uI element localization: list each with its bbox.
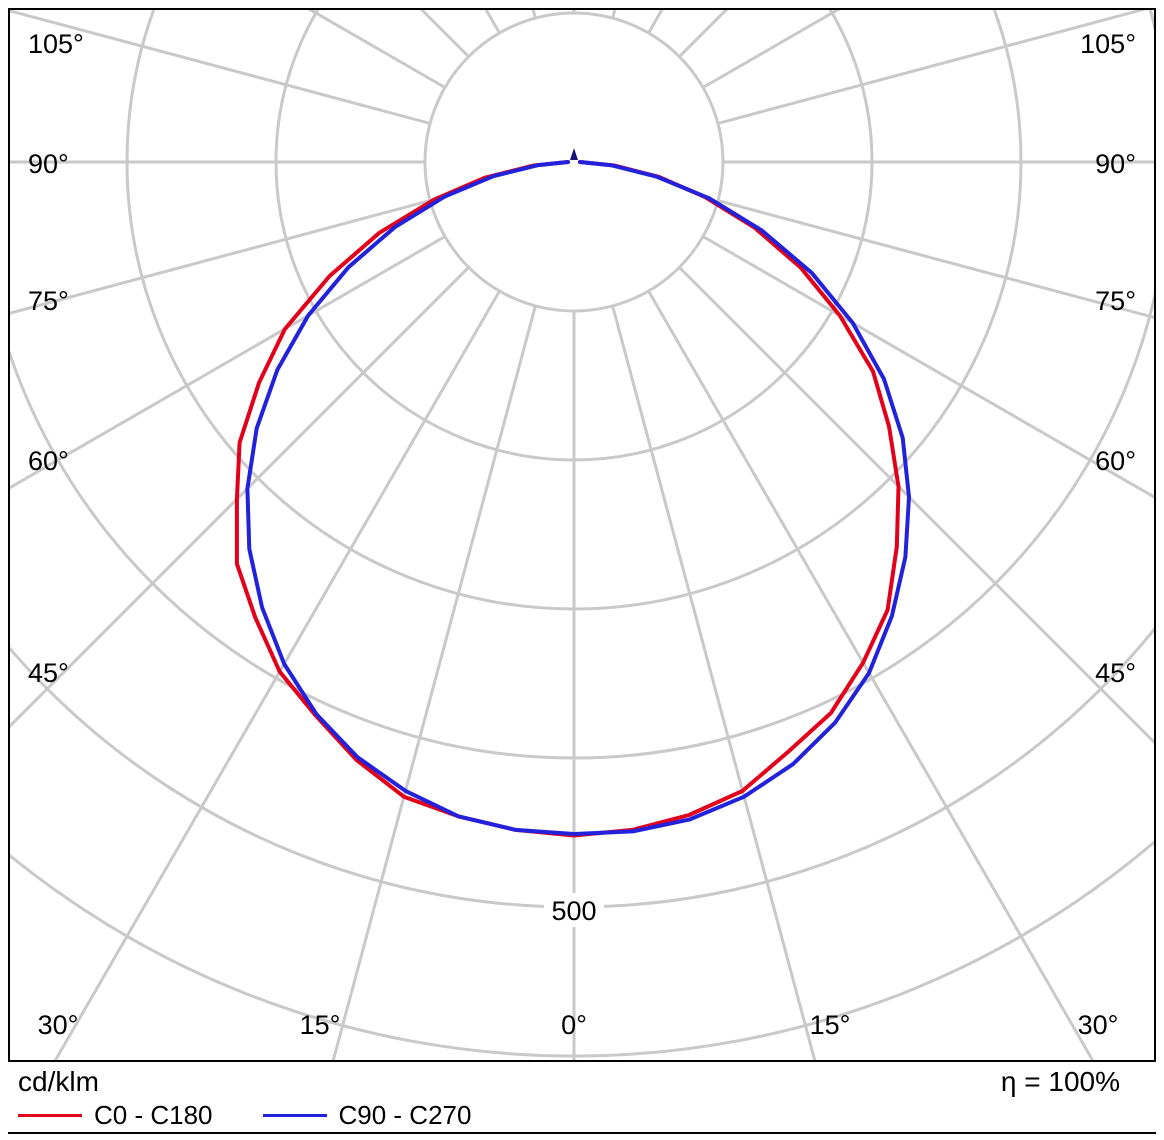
polar-chart-area: 500 105° 105° 90° 90° 75° 75° 60° 60° 45° 45° 30° 15… [8,8,1156,1062]
polar-grid-ray [53,290,501,1060]
angle-label-right: 105° [1080,29,1136,59]
units-label: cd/klm [18,1066,99,1097]
polar-grid-ray [10,266,470,729]
angle-label-right: 45° [1095,658,1136,688]
angle-label-left: 90° [28,149,69,179]
legend-label-c0-c180: C0 - C180 [94,1099,213,1130]
angle-label-bottom: 30° [38,1010,79,1040]
polar-grid-ray [702,235,1154,499]
legend-item-c90-c270: C90 - C270 [262,1099,472,1131]
legend-label-c90-c270: C90 - C270 [338,1099,472,1130]
polar-grid-ring [10,10,1154,760]
angle-label-left: 105° [28,29,84,59]
polar-grid-ray [331,305,537,1060]
polar-grid-ray [717,10,1147,125]
efficiency-label: η = 100% [1000,1066,1120,1097]
legend-swatch-c90-c270 [262,1113,327,1117]
angle-label-right: 90° [1095,149,1136,179]
legend-swatch-c0-c180 [18,1113,82,1117]
polar-grid-ray [611,305,817,1060]
polar-grid-ray [647,290,1095,1060]
angle-label-bottom: 15° [810,1010,851,1040]
polar-grid-ray [10,10,431,125]
radial-scale-label-backdrop [544,893,604,927]
angle-label-bottom: 15° [300,1010,341,1040]
legend-item-c0-c180: C0 - C180 [18,1100,213,1131]
angle-label-left: 75° [28,286,69,316]
curve-c90-c270 [245,160,911,836]
angle-label-bottom: 30° [1078,1010,1119,1040]
polar-grid-ring [423,11,725,313]
angle-label-right: 75° [1095,286,1136,316]
apex-marker [570,148,578,160]
polar-chart-svg: 500 105° 105° 90° 90° 75° 75° 60° 60° 45° 45° 30° 15… [10,10,1154,1060]
angle-label-left: 45° [28,658,69,688]
angle-label-right: 60° [1095,446,1136,476]
polar-grid-ray [10,235,446,490]
polar-grid-ray [717,199,1154,319]
angle-label-bottom: 0° [561,1010,587,1040]
polar-grid-ray [10,199,431,315]
radial-scale-label: 500 [551,896,596,926]
polar-grid-ray [531,10,537,19]
legend: C0 - C180 C90 - C270 [18,1100,507,1130]
angle-label-left: 60° [28,446,69,476]
polar-grid-ray [611,10,617,19]
bottom-divider [8,1132,1156,1134]
polar-grid-ray [678,266,1154,745]
